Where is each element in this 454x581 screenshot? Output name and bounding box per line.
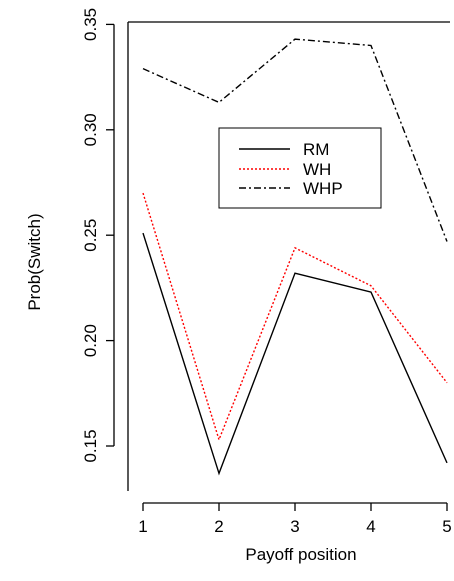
y-ticks: 0.15 0.20 0.25 0.30 0.35 [81, 8, 114, 463]
legend-label-wh: WH [303, 160, 331, 179]
legend-box [218, 127, 382, 209]
legend-label-rm: RM [303, 140, 329, 159]
y-tick-label: 0.25 [81, 219, 100, 252]
x-ticks: 1 2 3 4 5 [138, 503, 452, 536]
series-line-rm [142, 232, 448, 476]
x-tick-label: 2 [214, 517, 223, 536]
series-line-wh [142, 192, 448, 442]
y-axis-label: Prob(Switch) [25, 213, 44, 310]
y-tick-label: 0.30 [81, 113, 100, 146]
x-tick-label: 1 [138, 517, 147, 536]
y-tick-label: 0.35 [81, 8, 100, 41]
x-tick-label: 5 [442, 517, 451, 536]
x-axis-label: Payoff position [245, 545, 356, 564]
series-line-whp [142, 38, 448, 242]
y-tick-label: 0.15 [81, 429, 100, 462]
series-layer [142, 38, 448, 476]
legend-label-whp: WHP [303, 179, 343, 198]
x-tick-label: 4 [366, 517, 375, 536]
x-tick-label: 3 [290, 517, 299, 536]
y-tick-label: 0.20 [81, 324, 100, 357]
